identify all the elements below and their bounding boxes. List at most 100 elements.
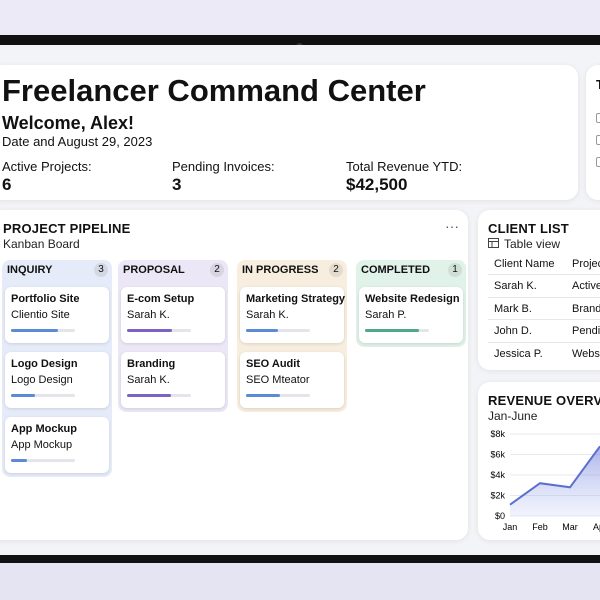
side-card: T xyxy=(586,65,600,200)
kanban-column: INQUIRY 3 Portfolio Site Clientio Site Logo … xyxy=(2,260,112,477)
card-title: Website Redesign xyxy=(365,293,460,305)
line xyxy=(509,445,600,506)
x-tick-label: Mar xyxy=(562,522,578,532)
card-title: E-com Setup xyxy=(127,293,195,305)
project-card[interactable]: Website Redesign Sarah P. xyxy=(359,287,463,343)
table-cell: John D. xyxy=(494,325,532,337)
welcome: Welcome, Alex! xyxy=(2,113,135,133)
card-subtitle: Sarah K. xyxy=(127,309,170,321)
app-title: Freelancer Command Center xyxy=(2,73,426,108)
stat-value: $42,500 xyxy=(346,175,408,194)
card-title: Branding xyxy=(127,358,176,370)
table-header: Project xyxy=(572,258,600,270)
y-tick-label: $8k xyxy=(490,429,505,439)
stat-label: Pending Invoices: xyxy=(172,159,275,174)
kanban-column: COMPLETED 1 Website Redesign Sarah P. xyxy=(356,260,466,347)
card-subtitle: Logo Design xyxy=(11,374,73,386)
progress-bar xyxy=(246,329,278,332)
progress-bar xyxy=(11,459,27,462)
progress-bar xyxy=(246,394,280,397)
view-toggle[interactable]: Table view xyxy=(504,237,561,251)
card-title: SEO Audit xyxy=(246,358,300,370)
pipeline-card: PROJECT PIPELINE Kanban Board ··· INQUIR… xyxy=(0,210,468,540)
row-divider xyxy=(488,341,600,343)
table-icon xyxy=(488,238,499,248)
row-divider xyxy=(488,274,600,275)
project-card[interactable]: E-com Setup Sarah K. xyxy=(121,287,225,343)
area xyxy=(510,446,600,516)
project-card[interactable]: SEO Audit SEO Mteator xyxy=(240,352,344,408)
card-title: Marketing Strategy xyxy=(246,293,346,305)
table-header: Client Name xyxy=(494,258,555,270)
x-tick-label: Feb xyxy=(532,522,548,532)
progress-bar xyxy=(11,329,58,332)
revenue-card: REVENUE OVERVIEW Jan-June $0 $2k $4k $6k $8k… xyxy=(478,382,600,540)
client-list-card: CLIENT LIST Table view Client Name Projec… xyxy=(478,210,600,370)
checkbox[interactable] xyxy=(596,135,600,145)
table-cell: Pending xyxy=(572,325,600,337)
row-divider xyxy=(488,319,600,320)
x-tick-label: Jan xyxy=(503,522,518,532)
table-cell: Website xyxy=(572,347,600,360)
project-card[interactable]: Marketing Strategy Sarah K. xyxy=(240,287,346,343)
progress-track xyxy=(127,394,191,397)
stat-value: 3 xyxy=(172,175,182,194)
screen: Freelancer Command Center Welcome, Alex!… xyxy=(0,45,600,555)
y-tick-label: $4k xyxy=(490,470,505,480)
project-card[interactable]: Portfolio Site Clientio Site xyxy=(5,287,109,343)
checkbox[interactable] xyxy=(596,113,600,123)
x-tick-label: Apr xyxy=(593,522,600,532)
column-name: PROPOSAL xyxy=(123,264,185,276)
stat-value: 6 xyxy=(2,175,12,194)
kanban-column: IN PROGRESS 2 Marketing Strategy Sarah K. SE… xyxy=(237,260,347,412)
column-name: IN PROGRESS xyxy=(242,264,319,276)
card-title: Portfolio Site xyxy=(11,293,80,305)
progress-bar xyxy=(11,394,35,397)
table-cell: Sarah K. xyxy=(494,280,537,292)
stat-label: Active Projects: xyxy=(2,159,92,174)
column-count: 2 xyxy=(329,263,343,277)
progress-bar xyxy=(127,394,171,397)
progress-bar xyxy=(365,329,419,332)
revenue-chart: $0 $2k $4k $6k $8k Jan Feb Mar Apr xyxy=(490,429,600,532)
project-card[interactable]: Logo Design Logo Design xyxy=(5,352,109,408)
revenue-subtitle: Jan-June xyxy=(488,409,538,423)
y-tick-label: $2k xyxy=(490,491,505,501)
pipeline-subtitle: Kanban Board xyxy=(3,237,80,251)
progress-track xyxy=(11,459,75,462)
y-tick-label: $6k xyxy=(490,450,505,460)
pipeline-title: PROJECT PIPELINE xyxy=(3,221,131,236)
y-tick-label: $0 xyxy=(495,511,505,521)
card-subtitle: Clientio Site xyxy=(11,309,70,321)
progress-track xyxy=(246,329,310,332)
card-subtitle: Sarah P. xyxy=(365,309,407,321)
table-cell: Branding xyxy=(572,302,600,315)
card-title: App Mockup xyxy=(11,423,77,435)
column-count: 2 xyxy=(210,263,224,277)
row-divider xyxy=(488,296,600,298)
card-subtitle: Sarah K. xyxy=(246,309,289,321)
progress-track xyxy=(11,329,75,332)
card-subtitle: App Mockup xyxy=(11,439,73,451)
project-card[interactable]: App Mockup App Mockup xyxy=(5,417,109,473)
card-subtitle: Sarah K. xyxy=(127,374,170,386)
menu-button[interactable]: ··· xyxy=(445,218,459,234)
table-cell: Jessica P. xyxy=(494,347,543,360)
stat-label: Total Revenue YTD: xyxy=(346,159,463,174)
kanban-column: PROPOSAL 2 E-com Setup Sarah K. Branding Sara… xyxy=(118,260,228,412)
column-count: 3 xyxy=(94,263,108,277)
card-subtitle: SEO Mteator xyxy=(246,374,310,386)
date: Date and August 29, 2023 xyxy=(2,134,153,149)
checkbox[interactable] xyxy=(596,157,600,167)
progress-track xyxy=(127,329,191,332)
column-name: COMPLETED xyxy=(361,264,431,276)
column-name: INQUIRY xyxy=(7,264,53,276)
progress-track xyxy=(365,329,429,332)
project-card[interactable]: Branding Sarah K. xyxy=(121,352,225,408)
progress-track xyxy=(11,394,75,397)
card-title: Logo Design xyxy=(11,358,78,370)
table-cell: Mark B. xyxy=(494,302,532,315)
column-count: 1 xyxy=(448,263,462,277)
progress-track xyxy=(246,394,310,397)
